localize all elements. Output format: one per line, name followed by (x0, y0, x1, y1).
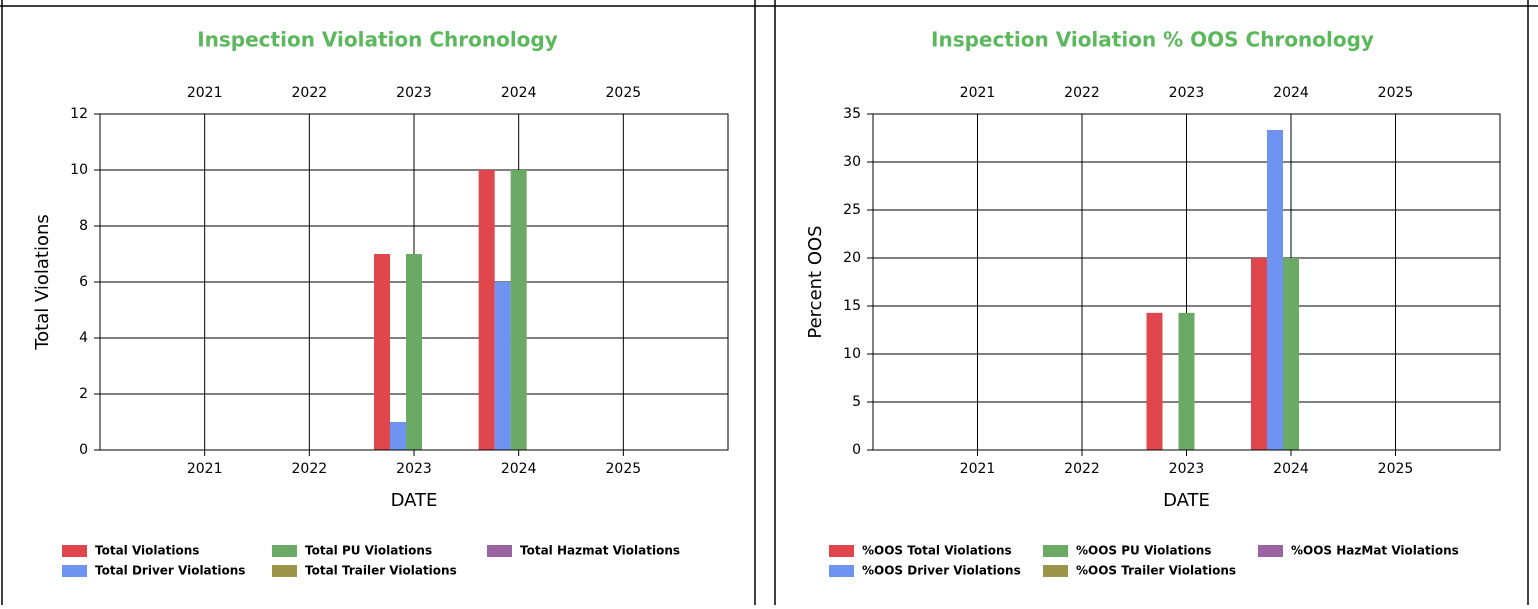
legend-swatch (272, 565, 297, 577)
y-axis-label: Percent OOS (805, 225, 826, 338)
x-top-label: 2025 (606, 85, 642, 101)
legend-label: Total Hazmat Violations (520, 544, 680, 558)
legend-label: Total Violations (95, 544, 199, 558)
x-top-label: 2023 (396, 85, 432, 101)
legend-swatch (487, 545, 512, 557)
x-top-label: 2024 (501, 85, 537, 101)
y-tick-label: 10 (70, 162, 88, 178)
legend-label: %OOS Trailer Violations (1076, 564, 1236, 578)
legend-swatch (62, 545, 87, 557)
y-tick-label: 5 (852, 394, 861, 410)
x-top-label: 2022 (1064, 85, 1100, 101)
bar (478, 170, 495, 450)
bar (374, 254, 390, 450)
y-tick-label: 15 (843, 298, 861, 314)
legend-swatch (1258, 545, 1283, 557)
legend-swatch (62, 565, 87, 577)
legend-label: Total Trailer Violations (305, 564, 457, 578)
y-tick-label: 0 (852, 442, 861, 458)
bar (406, 254, 422, 450)
bar (494, 282, 511, 450)
plot-border (99, 113, 729, 451)
x-top-label: 2025 (1378, 85, 1414, 101)
x-top-label: 2021 (960, 85, 996, 101)
x-tick-label: 2023 (1169, 461, 1205, 477)
x-top-label: 2022 (292, 85, 328, 101)
legend-label: Total PU Violations (305, 544, 432, 558)
bar (1283, 258, 1299, 450)
y-tick-label: 6 (79, 274, 88, 290)
x-tick-label: 2024 (1273, 461, 1309, 477)
bar (390, 422, 406, 450)
legend-swatch (1043, 565, 1068, 577)
bar (1251, 258, 1267, 450)
bar (1146, 312, 1163, 450)
bar (510, 170, 527, 450)
y-tick-label: 10 (843, 346, 861, 362)
y-axis-label: Total Violations (32, 214, 53, 351)
x-tick-label: 2022 (1064, 461, 1100, 477)
y-tick-label: 4 (79, 330, 88, 346)
legend-label: %OOS Total Violations (862, 544, 1012, 558)
legend-swatch (829, 545, 854, 557)
x-axis-label: DATE (391, 490, 438, 511)
x-top-label: 2023 (1169, 85, 1205, 101)
y-tick-label: 8 (79, 218, 88, 234)
x-tick-label: 2025 (1378, 461, 1414, 477)
x-tick-label: 2025 (606, 461, 642, 477)
x-top-label: 2024 (1273, 85, 1309, 101)
chart-title: Inspection Violation Chronology (197, 28, 558, 52)
chart-title: Inspection Violation % OOS Chronology (931, 28, 1374, 52)
y-tick-label: 25 (843, 202, 861, 218)
legend-label: %OOS PU Violations (1076, 544, 1211, 558)
x-tick-label: 2023 (396, 461, 432, 477)
x-tick-label: 2021 (187, 461, 223, 477)
x-tick-label: 2024 (501, 461, 537, 477)
x-tick-label: 2021 (960, 461, 996, 477)
x-top-label: 2021 (187, 85, 223, 101)
y-tick-label: 2 (79, 386, 88, 402)
y-tick-label: 12 (70, 106, 88, 122)
plot-border (872, 113, 1501, 451)
legend-label: %OOS Driver Violations (862, 564, 1021, 578)
y-tick-label: 20 (843, 250, 861, 266)
legend-label: %OOS HazMat Violations (1291, 544, 1459, 558)
legend-label: Total Driver Violations (95, 564, 245, 578)
legend-swatch (1043, 545, 1068, 557)
x-axis-label: DATE (1163, 490, 1210, 511)
bar (1267, 130, 1283, 451)
legend-swatch (272, 545, 297, 557)
y-tick-label: 35 (843, 106, 861, 122)
legend-swatch (829, 565, 854, 577)
x-tick-label: 2022 (292, 461, 328, 477)
y-tick-label: 30 (843, 154, 861, 170)
y-tick-label: 0 (79, 442, 88, 458)
bar (1178, 312, 1195, 450)
